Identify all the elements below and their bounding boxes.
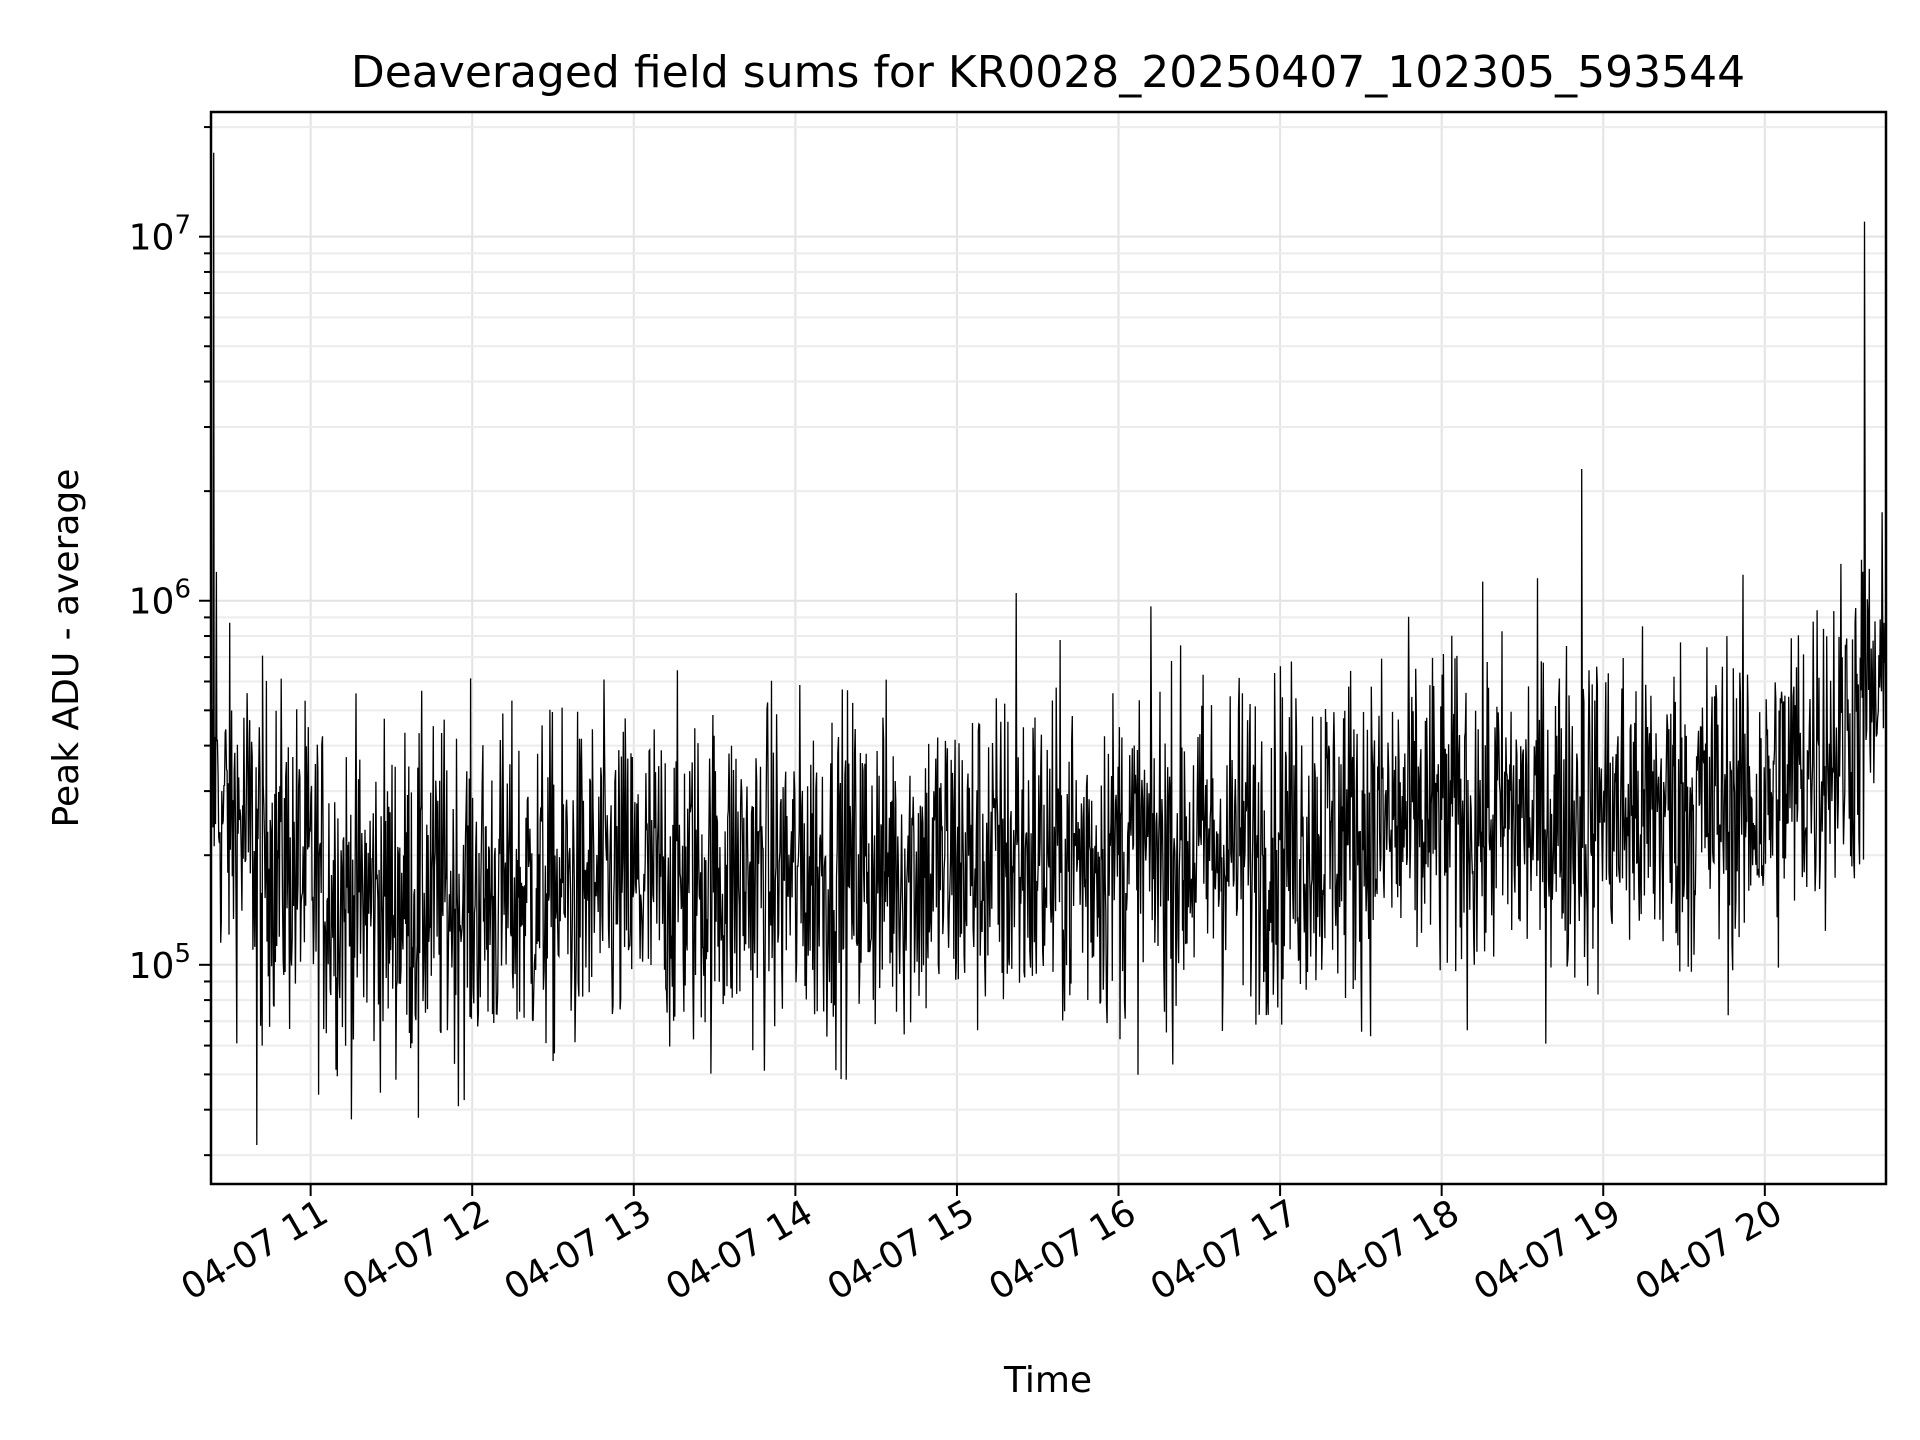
- chart-title: Deaveraged field sums for KR0028_2025040…: [351, 47, 1745, 98]
- y-tick-label: 105: [129, 939, 191, 987]
- series-line: [210, 152, 1887, 1146]
- plot-frame: [209, 110, 1888, 1186]
- x-axis-label: Time: [1003, 1360, 1092, 1401]
- series-layer: [210, 152, 1887, 1146]
- y-axis: 105 106 107: [129, 126, 211, 1157]
- y-tick-label: 106: [129, 575, 191, 623]
- y-tick-label: 107: [129, 211, 191, 259]
- y-axis-label: Peak ADU - average: [46, 469, 87, 828]
